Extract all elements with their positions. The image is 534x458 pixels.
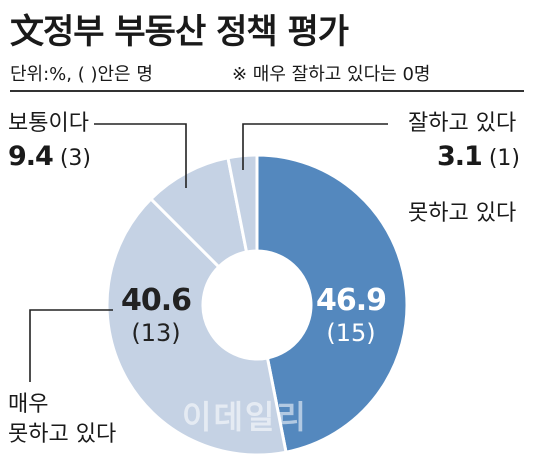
footnote: ※ 매우 잘하고 있다는 0명 <box>232 64 431 85</box>
label-neutral-count: (3) <box>59 146 92 171</box>
chart-title: 文정부 부동산 정책 평가 <box>10 12 349 52</box>
slice-very-bad-count: (13) <box>131 319 181 347</box>
label-bad: 못하고 있다 <box>408 201 517 226</box>
leader-line-very-bad <box>29 309 113 382</box>
watermark: 이데일리 <box>182 398 308 436</box>
label-neutral-value: 9.4 (3) <box>8 141 92 172</box>
label-good: 잘하고 있다 <box>408 111 517 136</box>
leader-line-good <box>242 123 388 170</box>
label-very-bad-line1: 매우 <box>8 392 49 417</box>
slice-bad-count: (15) <box>326 319 376 347</box>
label-good-count: (1) <box>488 146 520 171</box>
label-neutral-percent: 9.4 <box>8 141 54 172</box>
slice-very-bad-percent: 40.6 <box>120 283 192 318</box>
label-neutral: 보통이다 <box>8 111 89 136</box>
label-very-bad-line2: 못하고 있다 <box>8 422 117 447</box>
slice-bad <box>255 153 409 454</box>
leader-line-neutral <box>94 123 187 188</box>
slice-good <box>226 153 259 254</box>
header-divider <box>10 90 524 92</box>
label-good-percent: 3.1 <box>436 141 483 172</box>
unit-note: 단위:%, ( )안은 명 <box>10 64 153 85</box>
slice-bad-percent: 46.9 <box>315 283 387 318</box>
slice-very-bad <box>105 196 288 457</box>
label-good-value: 3.1 (1) <box>436 141 520 172</box>
